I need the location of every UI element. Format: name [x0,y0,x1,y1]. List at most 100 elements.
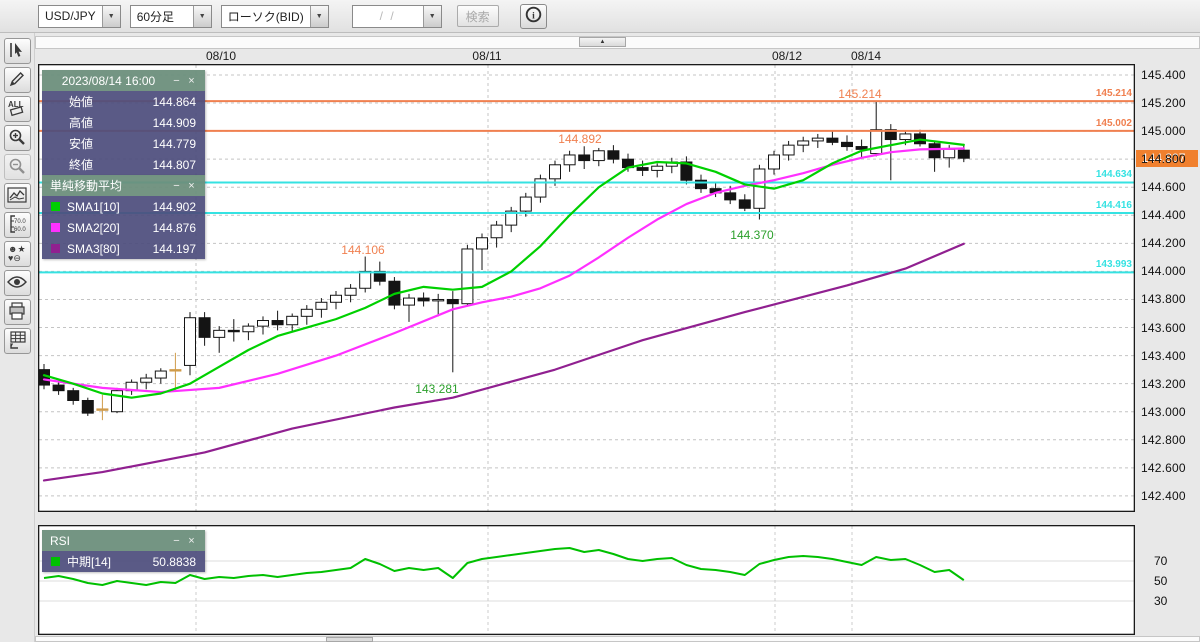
price-axis-label: 142.600 [1141,460,1186,475]
drawing-toolbar: ALL 70.0 60.0 ☻★ ♥⊖ [0,33,35,642]
current-price-badge: 144.807 [1136,150,1198,167]
rsi-axis-label: 30 [1154,594,1168,608]
chevron-down-icon[interactable]: ▼ [309,5,328,27]
toolbar: USD/JPY ▼ 60分足 ▼ ローソク(BID) ▼ / / ▼ 検索 i [0,0,1200,33]
timeframe-select[interactable]: 60分足 ▼ [129,4,212,28]
level-line-label: 143.993 [1095,259,1132,271]
markers-tool-button[interactable]: ☻★ ♥⊖ [3,241,31,267]
date-input-placeholder: / / [379,9,396,23]
axis-scale-icon: 70.0 60.0 [8,214,26,236]
swing-price-annotation: 145.214 [838,87,882,101]
collapse-panel-down-button[interactable] [326,637,373,642]
close-icon[interactable]: × [188,74,195,87]
ohlc-panel-titlebar: 2023/08/14 16:00 − × [42,70,205,91]
sma2-row: SMA2[20] 144.876 [42,217,205,238]
pointer-tool-button[interactable] [3,38,31,64]
price-axis-label: 144.000 [1141,264,1186,279]
zoom-in-tool-button[interactable] [3,125,31,151]
sma2-color-swatch [51,223,60,232]
price-axis-label: 144.400 [1141,208,1186,223]
rsi-panel: RSI − × 中期[14] 50.8838 [42,530,205,572]
erase-all-tool-button[interactable]: ALL [3,96,31,122]
save-icon [8,330,26,352]
sma3-color-swatch [51,244,60,253]
svg-text:60.0: 60.0 [14,227,26,233]
bottom-scroll-strip [35,636,1200,642]
axis-scale-tool-button[interactable]: 70.0 60.0 [3,212,31,238]
swing-price-annotation: 144.106 [341,243,385,257]
svg-text:70.0: 70.0 [14,219,26,225]
ohlc-open-value: 144.864 [152,94,196,109]
date-axis-label: 08/11 [472,49,502,63]
zoom-out-tool-button[interactable] [3,154,31,180]
swing-price-annotation: 144.370 [730,228,774,242]
chevron-down-icon[interactable]: ▼ [192,5,211,27]
price-axis-label: 145.200 [1141,96,1186,111]
date-axis-label: 08/10 [205,49,237,63]
chart-style-tool-button[interactable] [3,183,31,209]
print-tool-button[interactable] [3,299,31,325]
search-button[interactable]: 検索 [456,5,499,27]
ohlc-row-low: 安値 144.779 [42,133,205,154]
collapse-panel-up-button[interactable]: ▲ [579,37,626,47]
svg-text:♥⊖: ♥⊖ [8,253,21,262]
main-chart[interactable]: 2023/08/14 16:00 − × 始値 144.864 高値 144.9… [38,64,1135,512]
date-input[interactable]: / / ▼ [351,4,442,28]
close-icon[interactable]: × [188,534,195,547]
sma3-value: 144.197 [152,241,196,256]
sma-panel-titlebar: 単純移動平均 − × [42,175,205,196]
ohlc-high-value: 144.909 [152,115,196,130]
rsi-chart[interactable]: RSI − × 中期[14] 50.8838 [38,525,1135,635]
minimize-icon[interactable]: − [173,179,180,192]
level-line-label: 145.002 [1095,117,1132,129]
info-button[interactable]: i [519,3,547,29]
rsi-axis-label: 50 [1154,574,1168,588]
ohlc-panel: 2023/08/14 16:00 − × 始値 144.864 高値 144.9… [42,70,205,175]
svg-text:i: i [532,10,535,21]
rsi-axis-label: 70 [1154,554,1168,568]
chart-style-select-value: ローソク(BID) [227,9,304,24]
chart-style-icon [7,186,27,206]
symbol-select[interactable]: USD/JPY ▼ [38,4,121,28]
rsi-panel-title: RSI [50,533,71,548]
price-axis-label: 143.000 [1141,404,1186,419]
print-icon [8,301,26,323]
swing-price-annotation: 144.892 [558,132,602,146]
sma2-label: SMA2[20] [67,220,120,235]
ohlc-row-high: 高値 144.909 [42,112,205,133]
minimize-icon[interactable]: − [173,74,180,87]
chart-style-select[interactable]: ローソク(BID) ▼ [220,4,329,28]
timeframe-select-value: 60分足 [136,9,175,24]
rsi-plot[interactable] [38,525,1135,635]
minimize-icon[interactable]: − [173,534,180,547]
ohlc-low-label: 安値 [69,137,94,151]
rsi-label: 中期[14] [67,555,112,569]
price-axis-label: 145.000 [1141,124,1186,139]
close-icon[interactable]: × [188,179,195,192]
price-axis-label: 144.200 [1141,236,1186,251]
markers-icon: ☻★ ♥⊖ [8,244,26,265]
save-tool-button[interactable] [3,328,31,354]
price-axis-label: 143.600 [1141,320,1186,335]
rsi-row: 中期[14] 50.8838 [42,551,205,572]
pencil-tool-button[interactable] [3,67,31,93]
level-line-label: 144.416 [1095,200,1132,212]
date-axis-label: 08/12 [771,49,803,63]
sma-panel-title: 単純移動平均 [50,179,123,193]
visibility-tool-button[interactable] [3,270,31,296]
sma3-row: SMA3[80] 144.197 [42,238,205,259]
sma2-value: 144.876 [152,220,196,235]
ohlc-close-label: 終値 [69,158,94,172]
price-axis-label: 142.800 [1141,432,1186,447]
sma1-row: SMA1[10] 144.902 [42,196,205,217]
chevron-down-icon[interactable]: ▼ [422,5,441,27]
ohlc-open-label: 始値 [69,95,94,109]
candlestick-plot[interactable] [38,64,1135,512]
sma3-label: SMA3[80] [67,241,120,256]
chevron-down-icon[interactable]: ▼ [101,5,120,27]
price-axis-label: 144.600 [1141,180,1186,195]
ohlc-panel-title: 2023/08/14 16:00 [61,73,156,88]
ohlc-close-value: 144.807 [152,157,196,172]
top-scroll-strip: ▲ [35,36,1200,49]
